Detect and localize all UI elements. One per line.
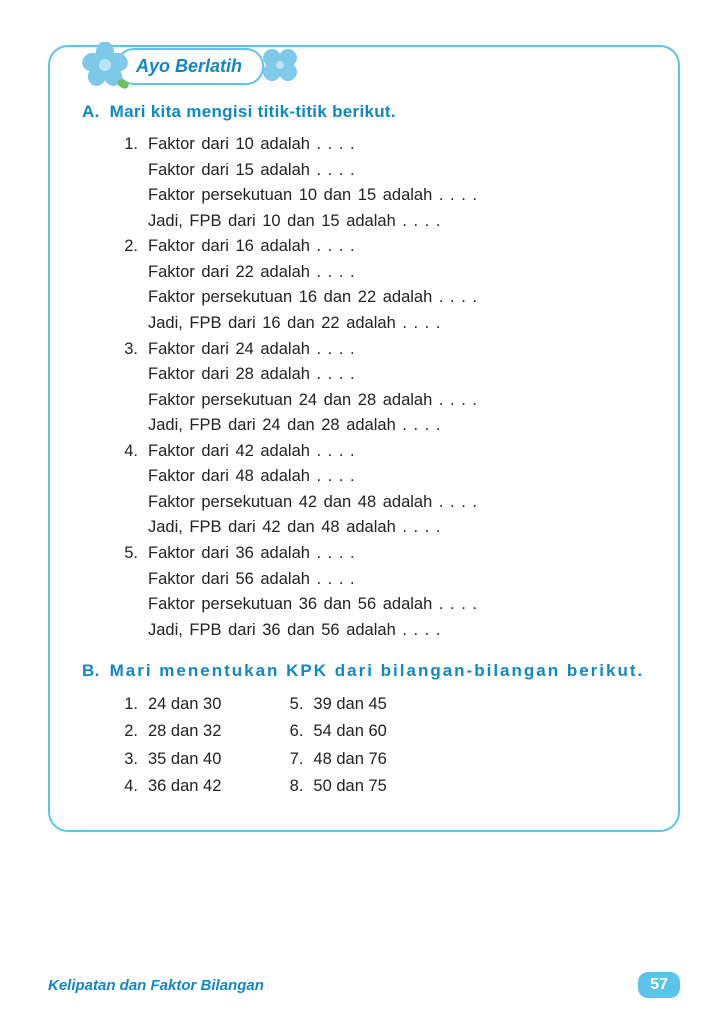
section-a-title: Mari kita mengisi titik-titik berikut. xyxy=(110,102,646,122)
question-item: 5.Faktor dari 36 adalah . . . .Faktor da… xyxy=(116,541,646,643)
question-line: Faktor persekutuan 24 dan 28 adalah . . … xyxy=(148,388,646,414)
question-item: 1.Faktor dari 10 adalah . . . .Faktor da… xyxy=(116,132,646,234)
question-number: 2. xyxy=(116,234,138,336)
question-line: Faktor dari 10 adalah . . . . xyxy=(148,132,646,158)
banner-pill: Ayo Berlatih xyxy=(116,48,264,85)
question-lines: Faktor dari 16 adalah . . . .Faktor dari… xyxy=(148,234,646,336)
kpk-item: 4. 36 dan 42 xyxy=(116,773,221,800)
question-line: Faktor dari 28 adalah . . . . xyxy=(148,362,646,388)
banner: Ayo Berlatih xyxy=(80,42,304,90)
kpk-item-text: 24 dan 30 xyxy=(148,691,221,718)
kpk-item: 6. 54 dan 60 xyxy=(281,718,386,745)
question-line: Jadi, FPB dari 42 dan 48 adalah . . . . xyxy=(148,515,646,541)
kpk-item-text: 39 dan 45 xyxy=(313,691,386,718)
kpk-item-text: 28 dan 32 xyxy=(148,718,221,745)
section-a: A. Mari kita mengisi titik-titik berikut… xyxy=(82,102,646,643)
kpk-item: 1. 24 dan 30 xyxy=(116,691,221,718)
question-item: 4.Faktor dari 42 adalah . . . .Faktor da… xyxy=(116,439,646,541)
kpk-item: 7. 48 dan 76 xyxy=(281,746,386,773)
kpk-item-number: 1. xyxy=(116,691,138,718)
page-footer: Kelipatan dan Faktor Bilangan 57 xyxy=(48,972,680,998)
clover-icon xyxy=(256,44,304,88)
banner-title: Ayo Berlatih xyxy=(136,56,242,76)
question-line: Faktor dari 24 adalah . . . . xyxy=(148,337,646,363)
question-number: 4. xyxy=(116,439,138,541)
section-a-letter: A. xyxy=(82,102,100,122)
kpk-item-text: 54 dan 60 xyxy=(313,718,386,745)
question-lines: Faktor dari 10 adalah . . . .Faktor dari… xyxy=(148,132,646,234)
question-lines: Faktor dari 24 adalah . . . .Faktor dari… xyxy=(148,337,646,439)
kpk-item-number: 4. xyxy=(116,773,138,800)
kpk-item-number: 2. xyxy=(116,718,138,745)
question-line: Jadi, FPB dari 24 dan 28 adalah . . . . xyxy=(148,413,646,439)
kpk-item-text: 50 dan 75 xyxy=(313,773,386,800)
kpk-item-number: 7. xyxy=(281,746,303,773)
question-line: Faktor dari 48 adalah . . . . xyxy=(148,464,646,490)
question-line: Faktor dari 36 adalah . . . . xyxy=(148,541,646,567)
kpk-item-number: 8. xyxy=(281,773,303,800)
kpk-item-number: 6. xyxy=(281,718,303,745)
question-line: Faktor dari 22 adalah . . . . xyxy=(148,260,646,286)
question-line: Faktor persekutuan 10 dan 15 adalah . . … xyxy=(148,183,646,209)
section-b-letter: B. xyxy=(82,661,100,681)
question-line: Faktor persekutuan 36 dan 56 adalah . . … xyxy=(148,592,646,618)
question-item: 2.Faktor dari 16 adalah . . . .Faktor da… xyxy=(116,234,646,336)
section-b: B. Mari menentukan KPK dari bilangan-bil… xyxy=(82,661,646,800)
chapter-title: Kelipatan dan Faktor Bilangan xyxy=(48,977,264,994)
kpk-item: 2. 28 dan 32 xyxy=(116,718,221,745)
section-b-heading: B. Mari menentukan KPK dari bilangan-bil… xyxy=(82,661,646,681)
question-line: Jadi, FPB dari 16 dan 22 adalah . . . . xyxy=(148,311,646,337)
question-line: Jadi, FPB dari 36 dan 56 adalah . . . . xyxy=(148,618,646,644)
kpk-item-number: 3. xyxy=(116,746,138,773)
question-lines: Faktor dari 42 adalah . . . .Faktor dari… xyxy=(148,439,646,541)
question-number: 3. xyxy=(116,337,138,439)
question-item: 3.Faktor dari 24 adalah . . . .Faktor da… xyxy=(116,337,646,439)
question-line: Faktor dari 42 adalah . . . . xyxy=(148,439,646,465)
kpk-item-text: 48 dan 76 xyxy=(313,746,386,773)
question-line: Faktor dari 15 adalah . . . . xyxy=(148,158,646,184)
question-lines: Faktor dari 36 adalah . . . .Faktor dari… xyxy=(148,541,646,643)
kpk-item-number: 5. xyxy=(281,691,303,718)
kpk-item: 3. 35 dan 40 xyxy=(116,746,221,773)
section-a-heading: A. Mari kita mengisi titik-titik berikut… xyxy=(82,102,646,122)
kpk-item: 8. 50 dan 75 xyxy=(281,773,386,800)
section-b-title: Mari menentukan KPK dari bilangan-bilang… xyxy=(110,661,646,681)
question-line: Faktor dari 16 adalah . . . . xyxy=(148,234,646,260)
page-number-badge: 57 xyxy=(638,972,680,998)
kpk-item: 5. 39 dan 45 xyxy=(281,691,386,718)
kpk-item-text: 36 dan 42 xyxy=(148,773,221,800)
question-number: 1. xyxy=(116,132,138,234)
question-line: Faktor persekutuan 16 dan 22 adalah . . … xyxy=(148,285,646,311)
question-line: Faktor persekutuan 42 dan 48 adalah . . … xyxy=(148,490,646,516)
question-line: Faktor dari 56 adalah . . . . xyxy=(148,567,646,593)
flower-icon xyxy=(80,42,130,90)
exercise-box: Ayo Berlatih A. Mari kita mengisi titik-… xyxy=(48,45,680,832)
question-number: 5. xyxy=(116,541,138,643)
kpk-item-text: 35 dan 40 xyxy=(148,746,221,773)
question-line: Jadi, FPB dari 10 dan 15 adalah . . . . xyxy=(148,209,646,235)
